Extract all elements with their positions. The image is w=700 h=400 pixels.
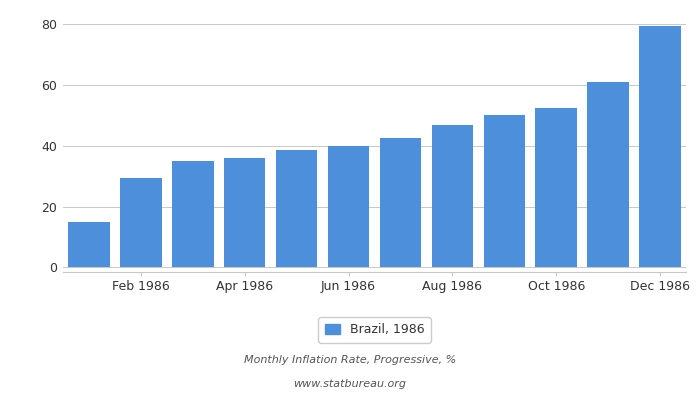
- Bar: [328, 146, 370, 268]
- Bar: [587, 82, 629, 268]
- Bar: [120, 178, 162, 268]
- Bar: [68, 222, 110, 268]
- Text: Monthly Inflation Rate, Progressive, %: Monthly Inflation Rate, Progressive, %: [244, 355, 456, 365]
- Text: www.statbureau.org: www.statbureau.org: [293, 379, 407, 389]
- Bar: [432, 124, 473, 268]
- Bar: [276, 150, 317, 268]
- Bar: [484, 115, 525, 268]
- Bar: [536, 108, 577, 268]
- Bar: [172, 161, 214, 268]
- Bar: [639, 26, 681, 268]
- Legend: Brazil, 1986: Brazil, 1986: [318, 317, 430, 343]
- Bar: [379, 138, 421, 268]
- Bar: [224, 158, 265, 268]
